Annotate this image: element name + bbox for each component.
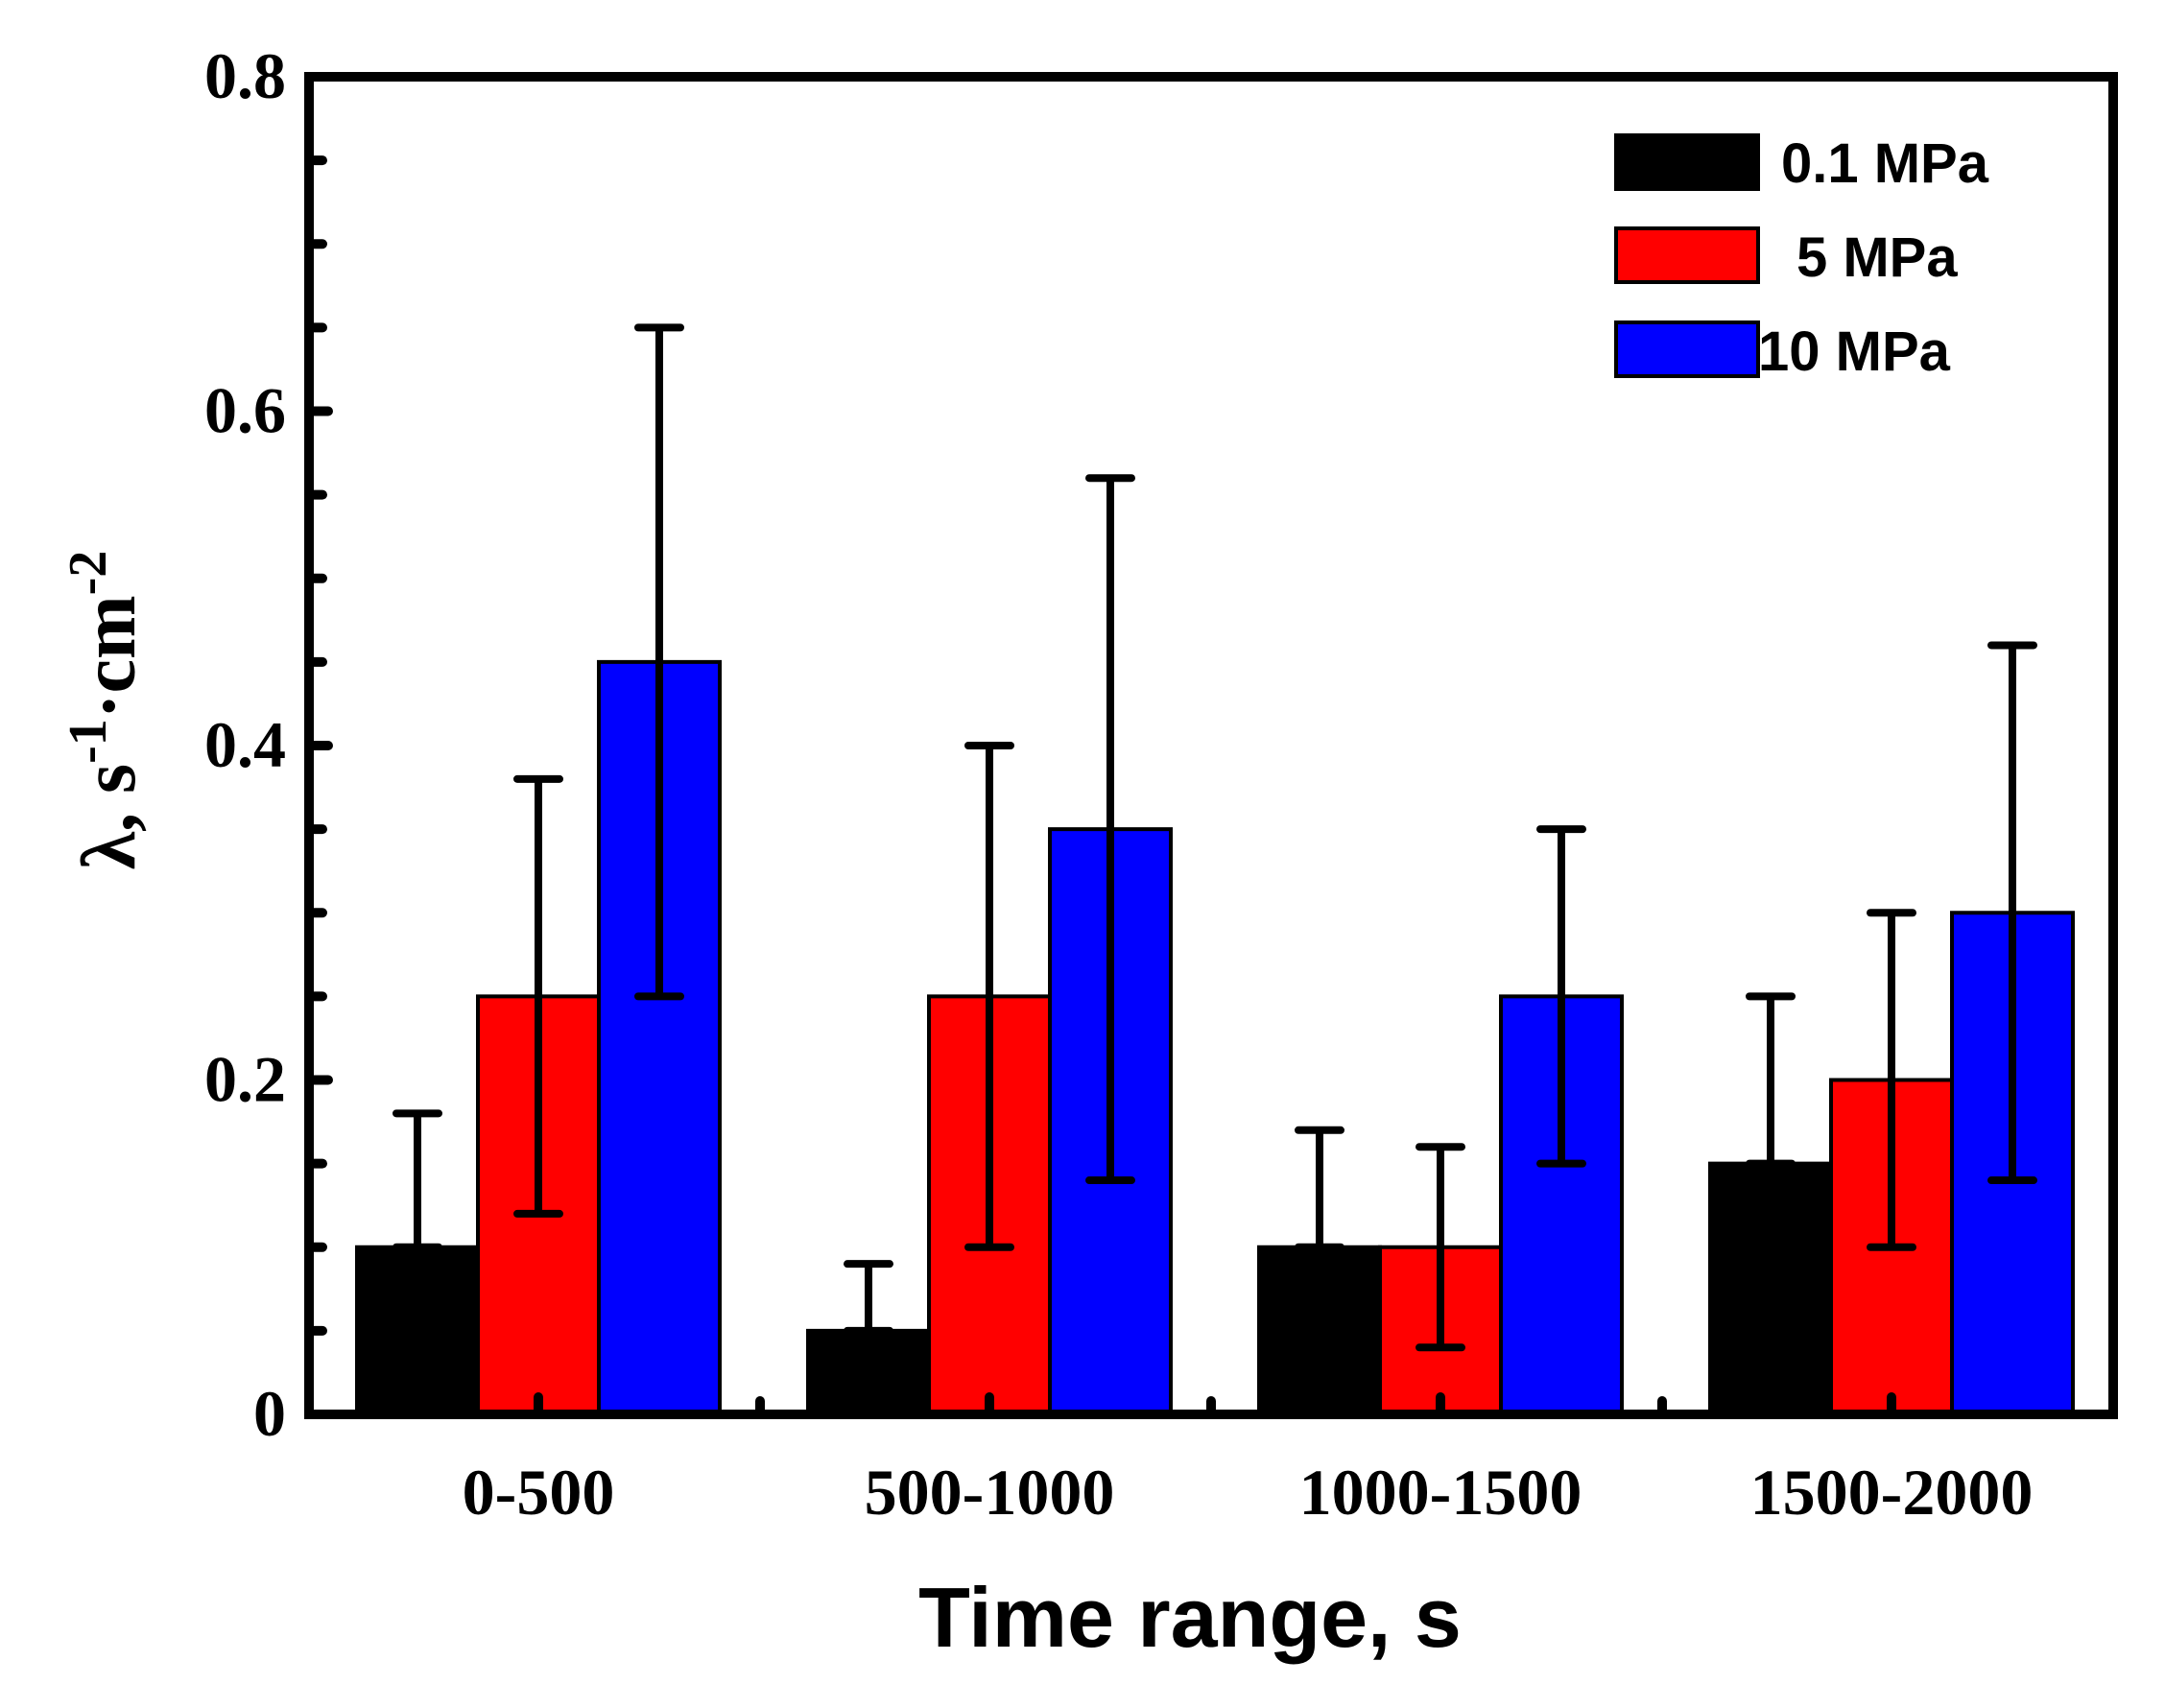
legend-swatch-1 [1614,226,1760,284]
y-tick-label-3: 0.6 [204,374,286,447]
axis-ticks [304,72,1896,1419]
x-tick-label-0: 0-500 [463,1456,615,1529]
y-axis-label-main: λ, s [67,764,152,869]
bar-0-0 [355,1245,480,1416]
y-tick-labels: 0 0.2 0.4 0.6 0.8 [204,39,286,1450]
y-tick-label-0: 0 [253,1377,286,1450]
y-axis-label: λ, s-1·cm-2 [59,551,152,870]
x-tick-label-2: 1000-1500 [1299,1456,1582,1529]
legend-swatch-2 [1614,320,1760,378]
y-axis-label-sup2: -2 [59,551,118,596]
x-tick-label-1: 500-1000 [865,1456,1115,1529]
y-axis-label-unit: ·cm [67,595,152,719]
legend: 0.1 MPa 5 MPa 10 MPa [1614,132,1989,383]
y-tick-label-4: 0.8 [204,39,286,112]
x-tick-labels: 0-500 500-1000 1000-1500 1500-2000 [463,1456,2034,1529]
bar-3-0 [1708,1161,1833,1416]
y-axis-label-sup1: -1 [59,719,118,764]
y-tick-label-1: 0.2 [204,1043,286,1116]
bars-layer [355,659,2075,1416]
legend-label-2: 10 MPa [1758,320,1951,383]
y-tick-label-2: 0.4 [204,708,286,781]
legend-label-1: 5 MPa [1796,226,1958,289]
error-bars-layer [393,323,2037,1352]
x-tick-label-3: 1500-2000 [1750,1456,2034,1529]
bar-1-0 [806,1328,931,1416]
legend-label-0: 0.1 MPa [1781,132,1989,195]
x-axis-label: Time range, s [918,1570,1462,1665]
bar-2-0 [1257,1245,1382,1416]
legend-swatch-0 [1614,133,1760,191]
